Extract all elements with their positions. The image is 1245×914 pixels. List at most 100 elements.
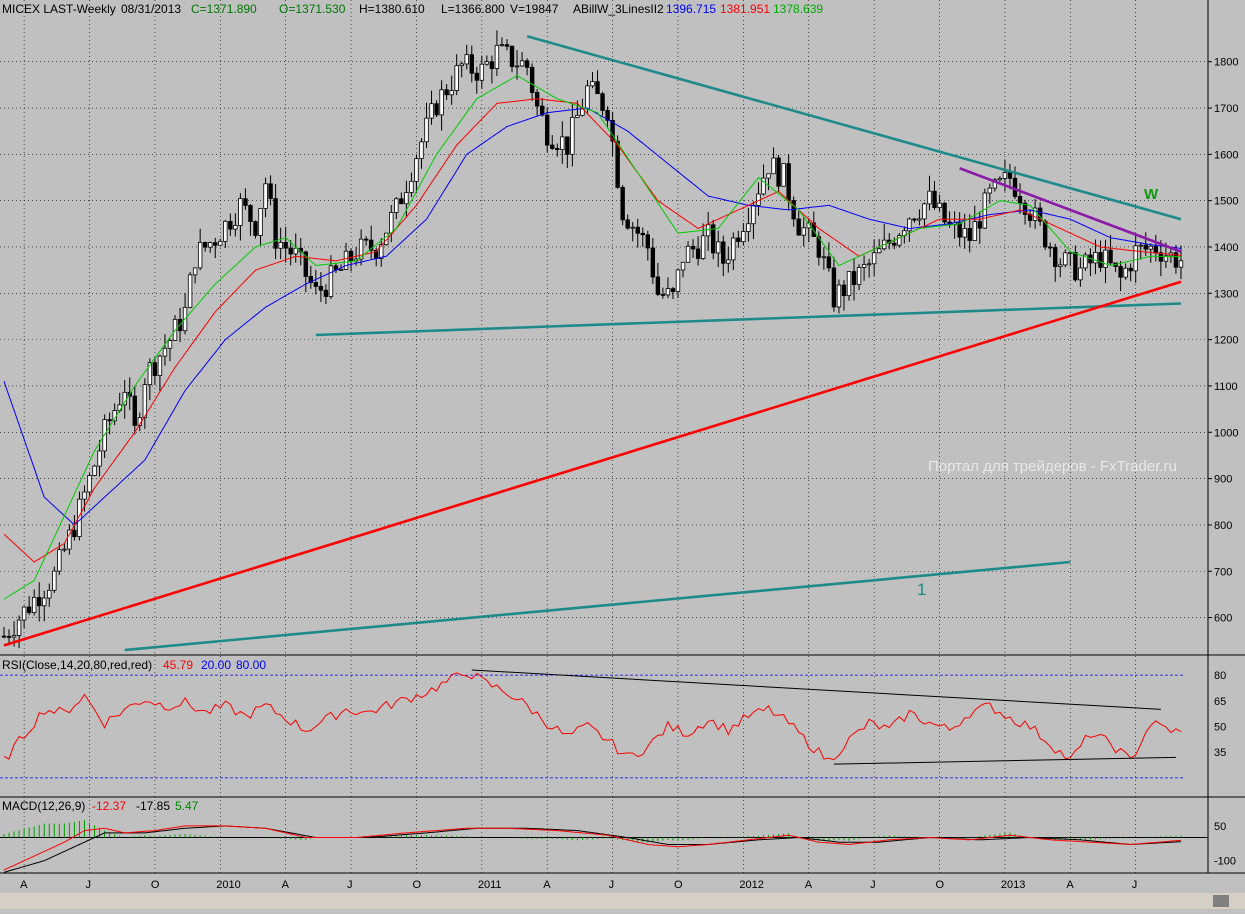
- candle-body: [187, 274, 193, 308]
- x-tick-label: 2013: [1001, 879, 1025, 891]
- candle-body: [861, 264, 867, 268]
- macd-y-tick-label: -100: [1214, 856, 1236, 868]
- price-panel: [1, 30, 1184, 652]
- candle-body: [927, 190, 932, 205]
- low-label: L=1366.800: [441, 2, 505, 16]
- candle-body: [384, 232, 389, 246]
- candle-body: [977, 221, 982, 229]
- candle-body: [434, 103, 439, 116]
- candle-body: [504, 44, 510, 47]
- candle-body: [555, 148, 560, 150]
- candle-body: [162, 347, 168, 357]
- candle-body: [660, 294, 666, 296]
- candle-body: [389, 212, 394, 234]
- candle-body: [665, 288, 671, 296]
- annotation-1: 1: [917, 580, 926, 599]
- histogram-value: 5.47: [175, 799, 199, 813]
- candle-body: [474, 72, 479, 81]
- candle-body: [82, 491, 87, 500]
- candle-body: [253, 221, 258, 236]
- candle-body: [338, 268, 344, 271]
- candle-body: [912, 218, 917, 221]
- candle-body: [640, 232, 645, 236]
- axis-layer: A J O 2010 A J O 2011 A J O 2012 A J O 2013 A J1800170016…: [20, 57, 1238, 891]
- candle-body: [21, 606, 27, 621]
- x-tick-label: J: [609, 879, 615, 891]
- candle-body: [464, 54, 469, 65]
- candle-body: [414, 158, 419, 182]
- candle-body: [751, 204, 756, 225]
- candle-body: [1002, 172, 1008, 179]
- candle-body: [1098, 252, 1103, 268]
- candle-body: [992, 179, 998, 189]
- candle-body: [836, 284, 842, 308]
- candle-body: [716, 241, 721, 254]
- high-label: H=1380.610: [359, 2, 425, 16]
- candle-body: [399, 198, 404, 205]
- y-tick-label: 1800: [1214, 57, 1238, 69]
- rsi-value: 45.79: [163, 658, 193, 672]
- candle-body: [620, 186, 625, 221]
- candle-body: [700, 235, 706, 259]
- candle-body: [1148, 245, 1153, 250]
- candle-body: [560, 136, 565, 150]
- candle-body: [303, 251, 308, 277]
- candle-body: [268, 183, 273, 200]
- candle-body: [796, 218, 801, 236]
- y-tick-label: 700: [1214, 566, 1232, 578]
- candle-body: [575, 114, 580, 118]
- candle-body: [1, 635, 7, 638]
- candle-body: [721, 241, 726, 264]
- candle-body: [741, 231, 746, 243]
- candle-body: [595, 81, 600, 95]
- candle-body: [610, 119, 615, 142]
- scroll-thumb[interactable]: [1213, 895, 1229, 907]
- candle-body: [962, 228, 967, 238]
- candle-body: [771, 157, 776, 175]
- candle-body: [404, 192, 409, 205]
- ma-red-line: [3, 98, 1182, 563]
- candle-body: [1032, 207, 1038, 221]
- watermark: Портал для трейдеров - FxTrader.ru: [928, 458, 1177, 475]
- candle-body: [746, 223, 751, 232]
- x-tick-label: J: [1132, 879, 1138, 891]
- trendline-channel-line-1: [124, 560, 1071, 652]
- candle-body: [524, 60, 530, 68]
- macd-line: [3, 825, 1182, 871]
- candle-body: [876, 248, 882, 254]
- candle-body: [52, 570, 57, 591]
- y-tick-label: 1000: [1214, 427, 1238, 439]
- candle-body: [469, 54, 474, 74]
- macd-value: -12.37: [92, 799, 126, 813]
- candle-body: [937, 202, 942, 208]
- candle-body: [539, 105, 545, 116]
- candle-body: [1128, 267, 1133, 272]
- rsi-label: RSI(Close,14,20,80,red,red): [2, 658, 152, 672]
- candle-body: [1173, 252, 1179, 268]
- x-tick-label: J: [870, 879, 876, 891]
- candle-body: [348, 250, 354, 262]
- candle-body: [695, 248, 701, 259]
- candle-body: [57, 549, 62, 572]
- candle-body: [479, 63, 485, 81]
- candle-body: [1042, 220, 1048, 248]
- candle-body: [47, 589, 52, 599]
- y-tick-label: 1600: [1214, 149, 1238, 161]
- candle-body: [343, 250, 349, 270]
- candle-body: [62, 548, 67, 551]
- candle-body: [328, 265, 334, 297]
- candle-body: [107, 419, 112, 422]
- candle-body: [223, 220, 228, 242]
- date-label: 08/31/2013: [121, 2, 181, 16]
- candle-body: [238, 198, 243, 226]
- candle-body: [615, 140, 620, 188]
- candle-body: [16, 619, 22, 636]
- horizontal-scrollbar[interactable]: [0, 893, 1245, 909]
- candle-body: [72, 529, 77, 538]
- line-green-value: 1378.639: [773, 2, 823, 16]
- candle-body: [1163, 255, 1169, 262]
- candle-body: [856, 267, 862, 285]
- candle-body: [826, 256, 832, 269]
- candle-body: [675, 269, 681, 293]
